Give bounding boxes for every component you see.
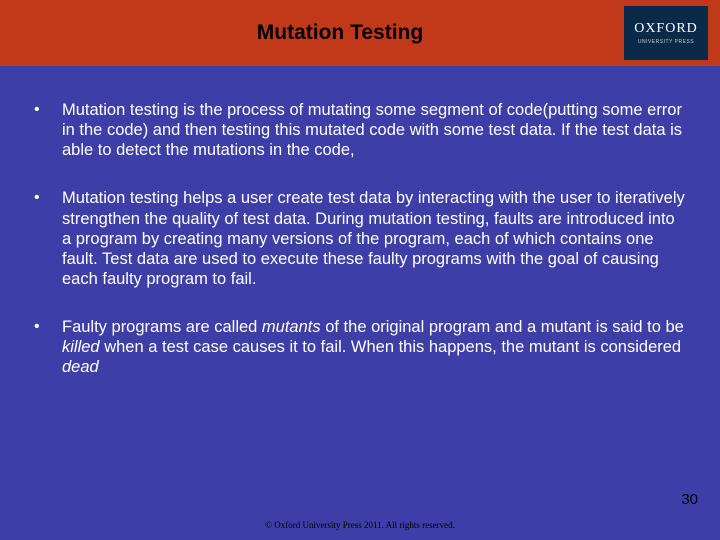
logo-sub: UNIVERSITY PRESS: [638, 39, 694, 45]
bullet-text: Mutation testing is the process of mutat…: [62, 100, 686, 160]
bullet-item: •Faulty programs are called mutants of t…: [34, 317, 686, 377]
content-area: •Mutation testing is the process of muta…: [0, 66, 720, 377]
logo-main: OXFORD: [634, 21, 698, 37]
bullet-text: Mutation testing helps a user create tes…: [62, 188, 686, 289]
footer-copyright: © Oxford University Press 2011. All righ…: [0, 520, 720, 530]
bullet-mark: •: [34, 188, 62, 289]
bullet-text: Faulty programs are called mutants of th…: [62, 317, 686, 377]
page-number: 30: [681, 491, 698, 508]
bullet-mark: •: [34, 317, 62, 377]
logo: OXFORD UNIVERSITY PRESS: [624, 6, 708, 60]
slide-title: Mutation Testing: [257, 21, 423, 45]
header-bar: Mutation Testing OXFORD UNIVERSITY PRESS: [0, 0, 720, 66]
bullet-mark: •: [34, 100, 62, 160]
bullet-item: •Mutation testing helps a user create te…: [34, 188, 686, 289]
slide: Mutation Testing OXFORD UNIVERSITY PRESS…: [0, 0, 720, 540]
bullet-item: •Mutation testing is the process of muta…: [34, 100, 686, 160]
bullet-list: •Mutation testing is the process of muta…: [34, 100, 686, 377]
